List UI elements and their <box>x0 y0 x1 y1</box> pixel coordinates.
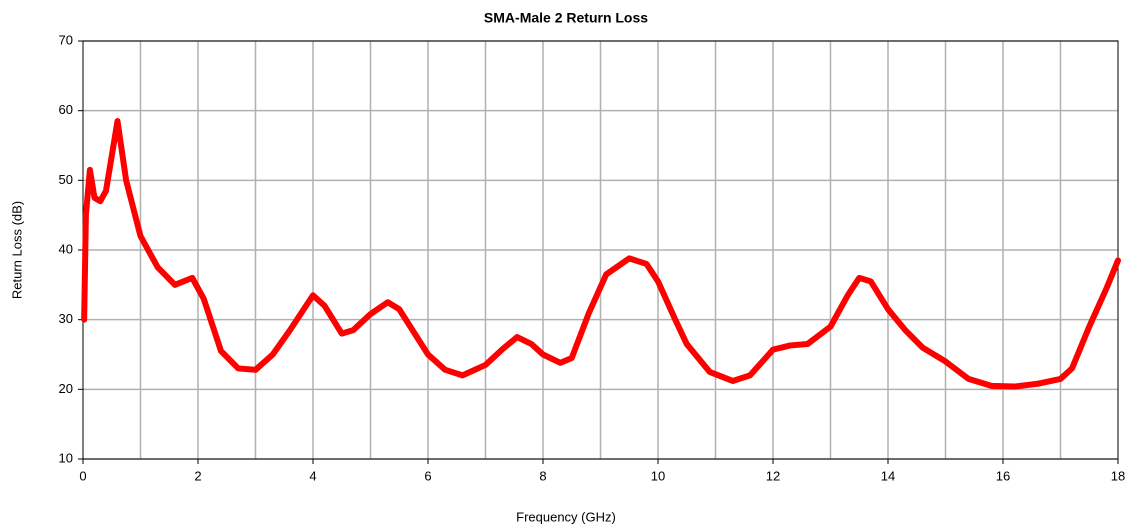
y-tick-label: 30 <box>59 311 73 326</box>
x-tick-label: 0 <box>79 468 86 483</box>
x-tick-label: 10 <box>651 468 665 483</box>
y-tick-label: 10 <box>59 450 73 465</box>
y-tick-label: 70 <box>59 32 73 47</box>
chart-title: SMA-Male 2 Return Loss <box>484 10 648 26</box>
x-tick-label: 4 <box>309 468 316 483</box>
y-tick-label: 60 <box>59 102 73 117</box>
x-tick-label: 12 <box>766 468 780 483</box>
x-tick-label: 18 <box>1111 468 1125 483</box>
x-tick-label: 6 <box>424 468 431 483</box>
data-line <box>81 118 1121 390</box>
y-tick-label: 50 <box>59 172 73 187</box>
x-tick-label: 2 <box>194 468 201 483</box>
y-tick-label: 20 <box>59 381 73 396</box>
x-tick-label: 14 <box>881 468 895 483</box>
y-tick-label: 40 <box>59 241 73 256</box>
x-axis-label: Frequency (GHz) <box>516 509 616 524</box>
y-axis-label: Return Loss (dB) <box>9 201 24 299</box>
x-tick-label: 16 <box>996 468 1010 483</box>
x-tick-label: 8 <box>539 468 546 483</box>
